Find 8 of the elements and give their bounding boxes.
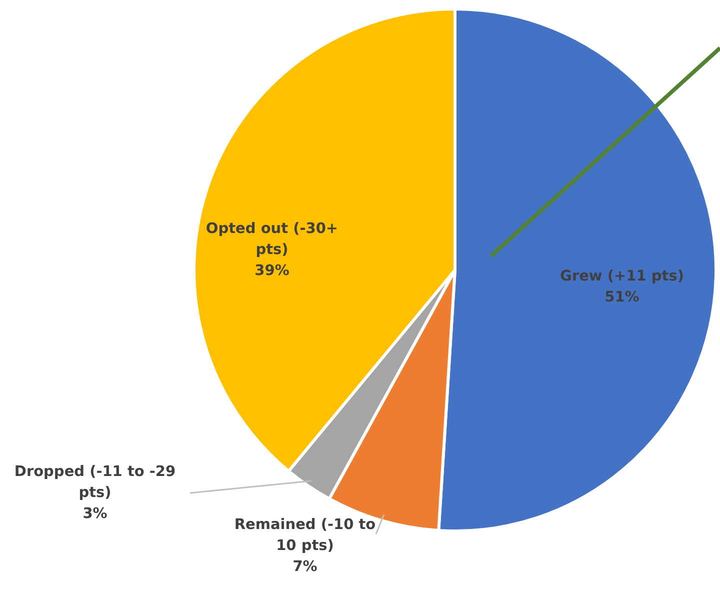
slice-label: Dropped (-11 to -29 pts) xyxy=(14,464,176,501)
data-label: 7% xyxy=(292,558,318,575)
data-label: 3% xyxy=(82,506,108,522)
slice-label: Grew (+11 pts) xyxy=(560,268,684,284)
slice-label: Opted out (-30+ pts) xyxy=(206,220,338,258)
slice-label: Remained (-10 to 10 pts) xyxy=(234,516,376,554)
data-label: 51% xyxy=(604,289,640,306)
data-label: 39% xyxy=(254,262,290,279)
